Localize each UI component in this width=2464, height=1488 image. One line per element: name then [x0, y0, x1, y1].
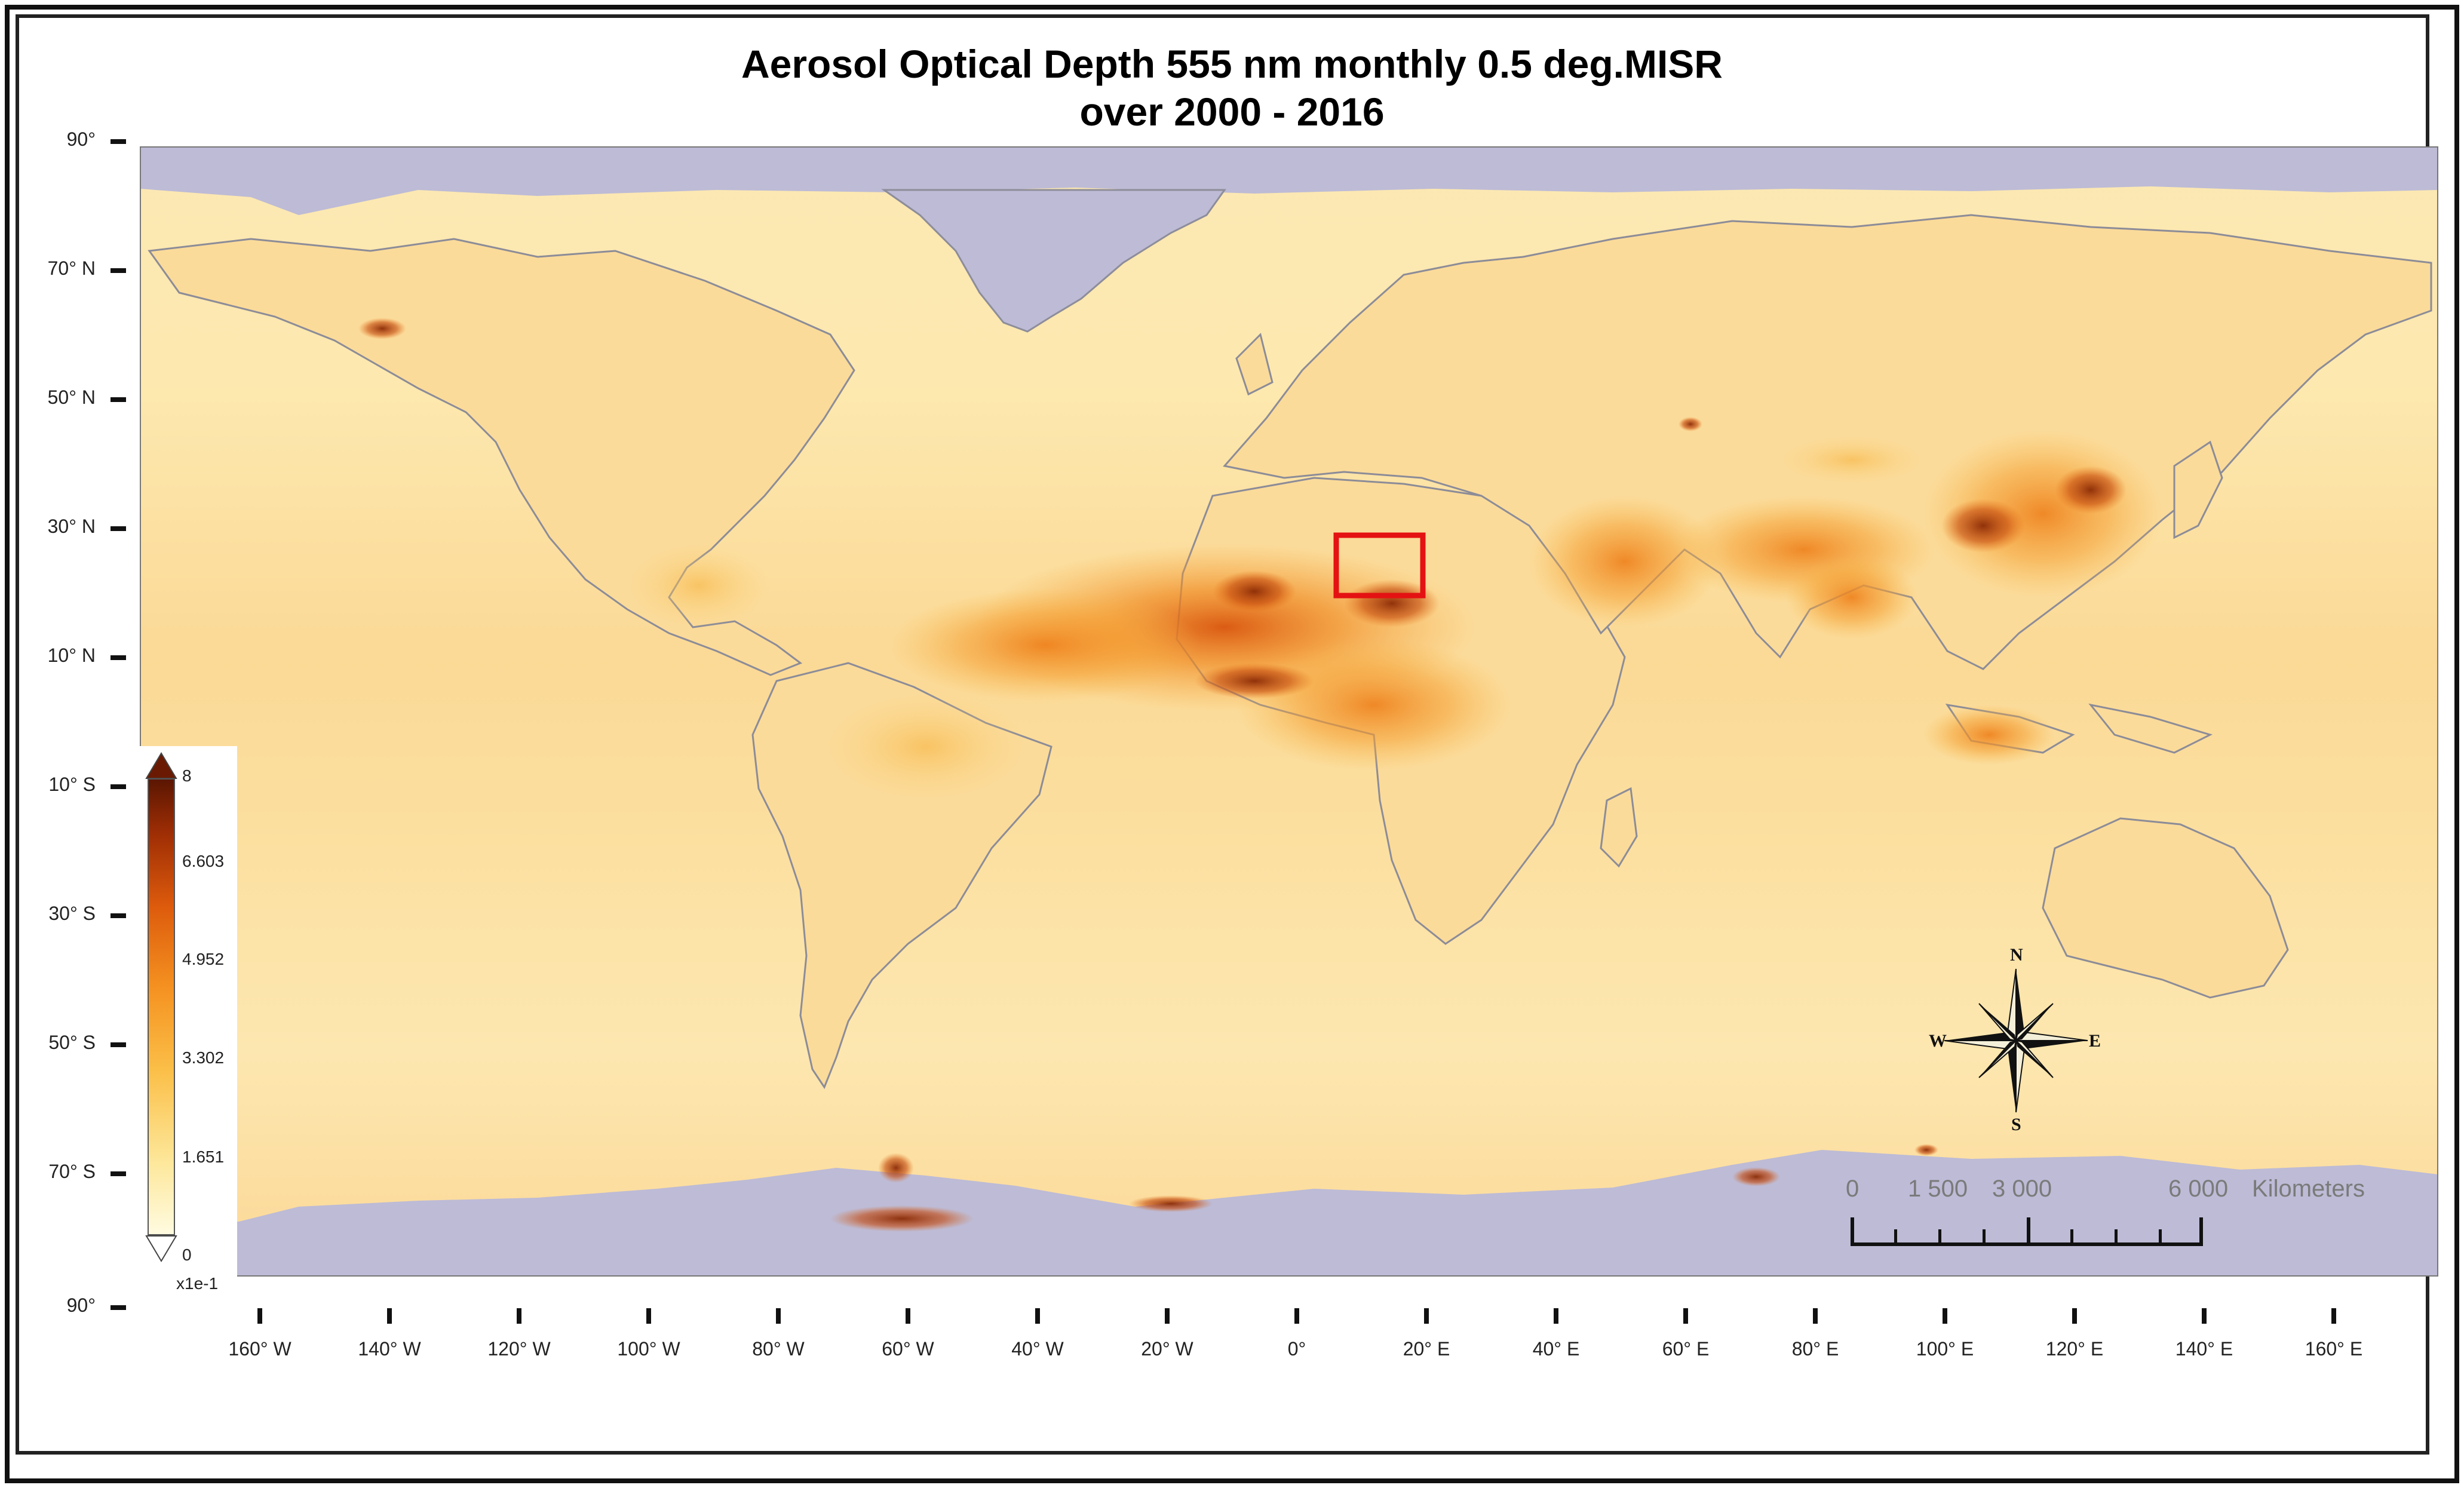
lon-tick — [1165, 1308, 1170, 1324]
highlight-box — [1333, 532, 1426, 599]
lon-label: 140° W — [358, 1338, 421, 1360]
lon-tick — [1294, 1308, 1299, 1324]
lon-tick — [906, 1308, 910, 1324]
lat-label: 30° S — [48, 903, 96, 924]
lon-tick — [387, 1308, 392, 1324]
legend-label: 8 — [182, 766, 192, 785]
legend-label: 4.952 — [182, 950, 225, 968]
lat-label: 70° N — [47, 257, 96, 279]
scale-label: 0 — [1846, 1176, 1859, 1202]
lat-tick — [111, 139, 126, 144]
lat-tick — [111, 1042, 126, 1047]
legend-label: 3.302 — [182, 1048, 225, 1067]
lat-label: 90° — [66, 128, 96, 150]
lon-tick — [2202, 1308, 2207, 1324]
lon-tick — [517, 1308, 521, 1324]
aerosol-plumes — [358, 318, 2162, 1232]
lon-label: 120° W — [487, 1338, 551, 1360]
scale-label: 1 500 — [1908, 1176, 1968, 1202]
lon-tick — [1813, 1308, 1818, 1324]
lat-tick — [111, 526, 126, 531]
legend-label: 0 — [182, 1245, 192, 1264]
scale-unit: Kilometers — [2252, 1176, 2365, 1202]
lon-label: 120° E — [2045, 1338, 2104, 1360]
lon-tick — [1554, 1308, 1558, 1324]
legend-max-arrow-icon — [145, 752, 177, 779]
compass-west: W — [1929, 1031, 1947, 1051]
lon-tick — [2331, 1308, 2336, 1324]
lat-label: 10° S — [48, 774, 96, 795]
lat-label: 10° N — [47, 645, 96, 666]
greenland — [881, 189, 1226, 333]
lon-label: 80° W — [752, 1338, 805, 1360]
lon-label: 20° E — [1403, 1338, 1450, 1360]
compass-east: E — [2089, 1031, 2101, 1051]
scale-bar-ruler — [1851, 1217, 2203, 1246]
lat-label: 50° S — [48, 1032, 96, 1053]
map-subtitle: over 2000 - 2016 — [1079, 90, 1385, 134]
lon-tick — [1424, 1308, 1429, 1324]
compass-rose: N E S W — [1929, 945, 2101, 1134]
lon-label: 100° E — [1916, 1338, 1974, 1360]
lat-label: 70° S — [48, 1161, 96, 1182]
lon-label: 40° W — [1011, 1338, 1064, 1360]
lon-label: 140° E — [2175, 1338, 2233, 1360]
lon-tick — [1683, 1308, 1688, 1324]
legend-unit: x1e-1 — [176, 1274, 219, 1293]
lat-label: 30° N — [47, 516, 96, 537]
lon-label: 60° E — [1662, 1338, 1710, 1360]
lon-tick — [257, 1308, 262, 1324]
lat-tick — [111, 397, 126, 402]
lon-label: 100° W — [617, 1338, 680, 1360]
lat-tick — [111, 268, 126, 273]
legend-label: 1.651 — [182, 1148, 225, 1166]
lon-label: 160° E — [2305, 1338, 2363, 1360]
lon-label: 20° W — [1141, 1338, 1193, 1360]
legend-label: 6.603 — [182, 852, 225, 870]
lon-label: 40° E — [1532, 1338, 1580, 1360]
legend-min-arrow-icon — [145, 1235, 177, 1262]
lon-tick — [1035, 1308, 1040, 1324]
lon-tick — [1943, 1308, 1947, 1324]
compass-north: N — [2010, 945, 2023, 965]
lat-tick — [111, 784, 126, 789]
arctic-no-data — [140, 147, 2438, 215]
lat-tick — [111, 1171, 126, 1176]
lat-tick — [111, 655, 126, 660]
color-legend: 8 6.603 4.952 3.302 1.651 0 x1e-1 — [139, 746, 237, 1307]
outer-frame — [5, 5, 2459, 1483]
legend-color-bar — [148, 778, 175, 1235]
lon-tick — [646, 1308, 651, 1324]
lon-tick — [776, 1308, 781, 1324]
scale-label: 3 000 — [1992, 1176, 2052, 1202]
lat-label: 90° — [66, 1294, 96, 1316]
lon-label: 60° W — [882, 1338, 934, 1360]
compass-south: S — [2011, 1115, 2021, 1134]
compass-rose-icon — [1944, 968, 2088, 1113]
lon-tick — [2072, 1308, 2077, 1324]
lat-tick — [111, 913, 126, 918]
lon-label: 80° E — [1791, 1338, 1839, 1360]
map-border — [140, 146, 2438, 1277]
scale-label: 6 000 — [2168, 1176, 2229, 1202]
lat-tick — [111, 1305, 126, 1310]
lat-label: 50° N — [47, 386, 96, 408]
lon-label: 160° W — [228, 1338, 291, 1360]
lon-label: 0° — [1287, 1338, 1306, 1360]
map-title: Aerosol Optical Depth 555 nm monthly 0.5… — [741, 42, 1723, 86]
